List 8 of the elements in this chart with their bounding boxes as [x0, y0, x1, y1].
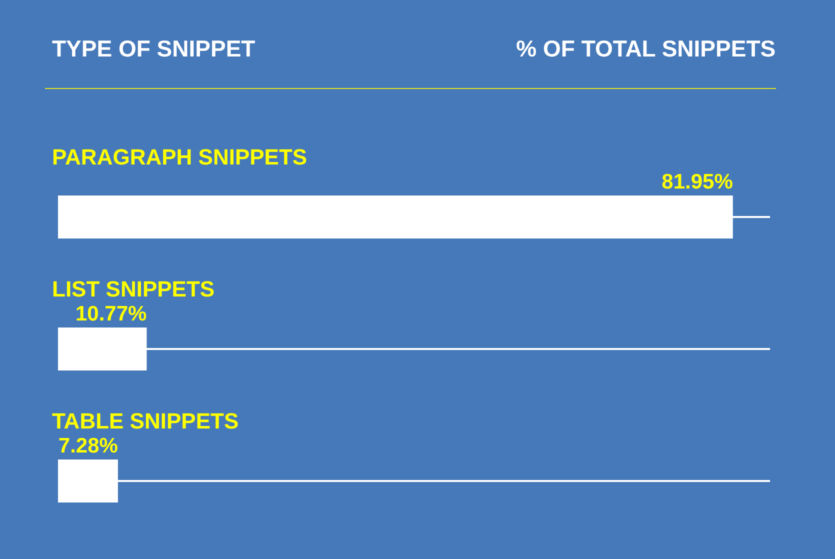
x-axis-title: % OF TOTAL SNIPPETS	[516, 36, 776, 62]
y-axis-title: TYPE OF SNIPPET	[52, 36, 256, 62]
y-tick-label: TABLE SNIPPETS	[52, 408, 239, 434]
data-label: 7.28%	[58, 434, 118, 458]
y-tick-label: LIST SNIPPETS	[52, 276, 215, 302]
data-label: 81.95%	[662, 170, 734, 194]
data-label: 10.77%	[75, 302, 148, 326]
y-tick-label: PARAGRAPH SNIPPETS	[52, 144, 308, 170]
